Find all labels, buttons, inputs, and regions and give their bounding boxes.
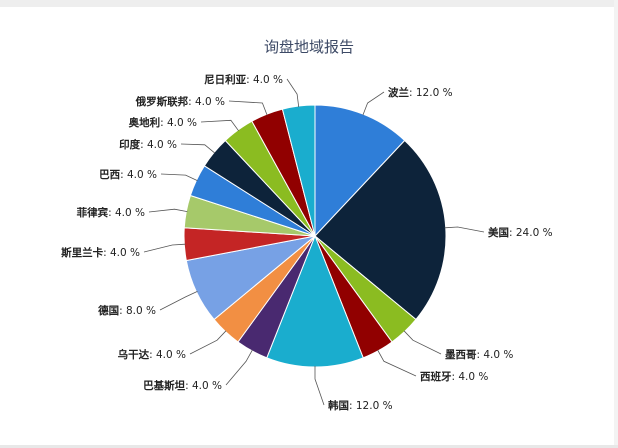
bottom-border xyxy=(0,445,618,448)
label-connector xyxy=(160,173,198,181)
label-connector xyxy=(225,349,253,386)
slice-label: 波兰: 12.0 % xyxy=(388,86,453,99)
label-connector xyxy=(159,291,198,311)
label-connector xyxy=(189,330,227,355)
label-connector xyxy=(377,349,417,377)
label-connector xyxy=(148,208,188,213)
pie-slices xyxy=(183,104,447,368)
chart-title: 询盘地域报告 xyxy=(263,38,354,56)
right-border xyxy=(614,0,618,448)
slice-label: 斯里兰卡: 4.0 % xyxy=(61,246,140,259)
slice-label: 西班牙: 4.0 % xyxy=(420,370,488,383)
label-connector xyxy=(286,78,300,108)
slice-label: 美国: 24.0 % xyxy=(488,226,553,239)
slice-label: 印度: 4.0 % xyxy=(119,138,177,151)
slice-label: 俄罗斯联邦: 4.0 % xyxy=(135,95,225,108)
slice-label: 乌干达: 4.0 % xyxy=(118,348,186,361)
slice-labels: 波兰: 12.0 % 美国: 24.0 % 墨西哥: 4.0 % 西班牙: 4.0 %… xyxy=(61,73,552,412)
label-connector xyxy=(200,119,239,132)
slice-label: 菲律宾: 4.0 % xyxy=(77,206,145,219)
label-connector xyxy=(143,243,186,253)
label-connector xyxy=(362,91,385,116)
label-connectors xyxy=(143,78,485,406)
top-border xyxy=(0,0,618,7)
slice-label: 墨西哥: 4.0 % xyxy=(445,349,513,361)
slice-label: 巴基斯坦: 4.0 % xyxy=(143,379,222,392)
label-connector xyxy=(228,100,268,116)
label-connector xyxy=(444,226,485,233)
slice-label: 巴西: 4.0 % xyxy=(99,169,157,181)
slice-label: 奥地利: 4.0 % xyxy=(129,116,197,129)
label-connector xyxy=(403,330,442,355)
label-connector xyxy=(180,143,216,154)
slice-label: 德国: 8.0 % xyxy=(97,304,156,317)
slice-label: 韩国: 12.0 % xyxy=(328,399,393,412)
slice-label: 尼日利亚: 4.0 % xyxy=(204,73,283,86)
label-connector xyxy=(314,366,325,406)
